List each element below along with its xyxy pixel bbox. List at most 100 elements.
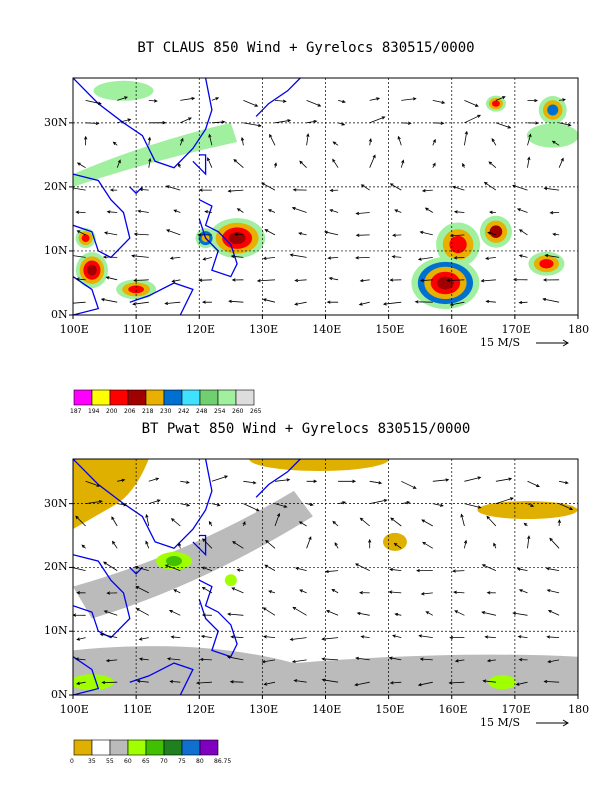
wind-vector [334,542,339,549]
wind-vector [211,97,220,101]
wind-vector [111,540,118,549]
wind-vector [292,606,307,616]
wind-vector [243,503,260,512]
wind-vector [148,99,158,103]
wind-vector [166,657,181,661]
wind-vector [306,502,314,507]
wind-vector [486,658,496,663]
wind-vector [170,635,181,639]
wind-vector [178,542,182,549]
wind-vector [390,517,402,527]
wind-vector [388,656,402,661]
wind-vector [164,564,181,571]
wind-vector [74,657,86,661]
wind-vector [138,637,149,641]
colorbar-swatch [109,389,129,406]
y-tick-label: 0N [51,688,68,701]
pwat-low [477,501,578,520]
wind-vector [233,159,244,169]
wind-vector [523,522,528,527]
wind-vector [488,161,497,169]
colorbar-label: 0 [70,758,74,765]
wind-vector [106,591,118,595]
wind-vector [195,681,212,685]
wind-vector [208,520,213,527]
wind-vector [298,521,307,527]
wind-vector [419,230,433,236]
cloud-shading [87,264,97,276]
wind-vector [85,121,100,126]
wind-vector [148,499,161,504]
wind-vector [543,186,560,191]
wind-vector [425,611,433,616]
wind-vector [269,133,276,146]
wind-vector [321,637,339,641]
colorbar-label: 248 [196,408,208,415]
wind-vector [169,256,181,260]
colorbar-label: 65 [142,758,150,765]
wind-vector [289,637,307,641]
wind-vector [325,610,339,616]
y-tick-label: 20N [44,179,68,193]
colorbar-label: 35 [88,758,96,765]
colorbar-swatch [163,739,183,756]
wind-vector [147,136,152,146]
colorbar-swatch [217,389,237,406]
cloud-shading [491,100,500,107]
wind-vector [104,231,118,236]
wind-vector [109,188,118,192]
wind-vector [464,130,468,146]
wind-vector [559,122,572,127]
panel2-title: BT Pwat 850 Wind + Gyrelocs 830515/0000 [141,421,471,437]
wind-vector [84,135,88,146]
wind-vector [545,567,560,571]
pwat-high [166,556,182,567]
wind-vector [453,256,465,260]
colorbar-label: 265 [250,408,262,415]
wind-vector [486,591,496,595]
coastline [73,656,100,695]
wind-vector [360,184,370,191]
wind-vector [463,539,468,549]
wind-vector [495,497,514,504]
coastline [73,459,213,550]
wind-vector [416,568,433,573]
wind-vector [268,590,276,594]
wind-vector [432,478,450,482]
wind-vector [485,256,496,260]
wind-vector [432,162,436,168]
wind-vector [267,209,276,213]
wind-vector [138,657,149,661]
wind-vector [557,519,561,527]
x-tick-label: 140E [312,703,342,716]
wind-vector [135,586,149,594]
wind-vector [547,610,560,616]
x-tick-label: 110E [122,703,152,716]
wind-vector [291,659,307,664]
wind-vector [391,255,402,259]
wind-vector [229,680,244,684]
cloud-shading [489,225,503,239]
wind-vector [324,569,339,574]
x-tick-label: 130E [249,323,279,336]
colorbar-label: 80 [196,758,204,765]
colorbar-label: 206 [124,408,136,415]
cloud-shading [547,104,559,116]
wind-vector [552,232,560,237]
wind-vector [256,279,276,283]
wind-vector [360,635,370,639]
wind-vector [291,206,307,213]
colorbar-swatch [73,389,93,406]
wind-vector [414,300,433,304]
wind-vector [382,301,402,306]
x-tick-label: 150E [375,323,405,336]
wind-vector [420,592,433,596]
wind-vector [76,591,86,595]
wind-vector [173,209,181,213]
vector-reference-arrow [536,339,569,347]
x-tick-label: 160E [438,323,468,336]
wind-vector [332,158,339,168]
wind-vector [418,634,433,638]
wind-vector [261,182,276,191]
wind-vector [527,133,532,146]
